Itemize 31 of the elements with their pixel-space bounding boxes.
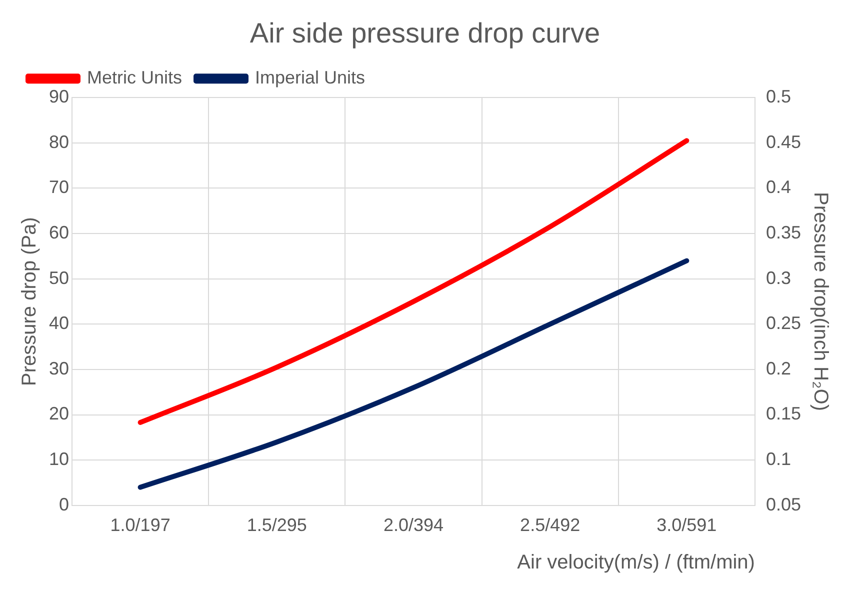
y-tick-label: 90 xyxy=(48,86,70,107)
x-tick-label: 2.0/394 xyxy=(383,515,444,536)
legend-label: Metric Units xyxy=(87,68,182,88)
y2-tick-label: 0.35 xyxy=(766,222,802,242)
y-axis-title: Pressure drop (Pa) xyxy=(18,217,41,386)
y2-tick-label: 0.25 xyxy=(766,313,802,334)
y2-tick-label: 0.1 xyxy=(766,449,791,470)
y-tick-label: 80 xyxy=(48,132,70,152)
y-tick-label: 20 xyxy=(48,404,70,424)
y-tick-label: 40 xyxy=(48,313,70,334)
x-tick-label: 1.0/197 xyxy=(110,515,170,536)
y-tick-label: 50 xyxy=(48,268,70,288)
y-tick-label: 70 xyxy=(48,177,70,198)
y2-tick-label: 0.45 xyxy=(766,132,802,152)
y2-tick-label: 0.15 xyxy=(766,404,802,424)
y-tick-label: 30 xyxy=(48,358,70,378)
y2-tick-label: 0.2 xyxy=(766,358,791,378)
y-tick-label: 10 xyxy=(48,449,70,470)
x-tick-label: 2.5/492 xyxy=(520,515,580,536)
x-axis-title: Air velocity(m/s) / (ftm/min) xyxy=(517,552,755,574)
y2-tick-label: 0.4 xyxy=(766,177,791,198)
y2-tick-label: 0.05 xyxy=(766,494,802,514)
legend-label: Imperial Units xyxy=(255,68,366,88)
y-tick-label: 0 xyxy=(59,494,70,514)
x-tick-label: 1.5/295 xyxy=(246,515,307,536)
y2-axis-title: Pressure drop(inch H₂O) xyxy=(809,192,832,411)
y2-tick-label: 0.5 xyxy=(766,86,791,107)
x-tick-label: 3.0/591 xyxy=(656,515,717,536)
y-tick-label: 60 xyxy=(48,222,70,242)
chart-title: Air side pressure drop curve xyxy=(250,18,600,49)
y2-tick-label: 0.3 xyxy=(766,268,791,288)
